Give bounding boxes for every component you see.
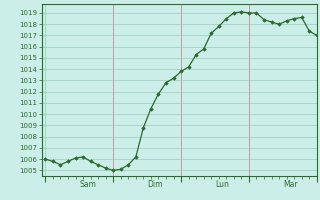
Text: Lun: Lun <box>215 180 229 189</box>
Text: Mar: Mar <box>283 180 298 189</box>
Text: Dim: Dim <box>147 180 163 189</box>
Text: Sam: Sam <box>79 180 96 189</box>
